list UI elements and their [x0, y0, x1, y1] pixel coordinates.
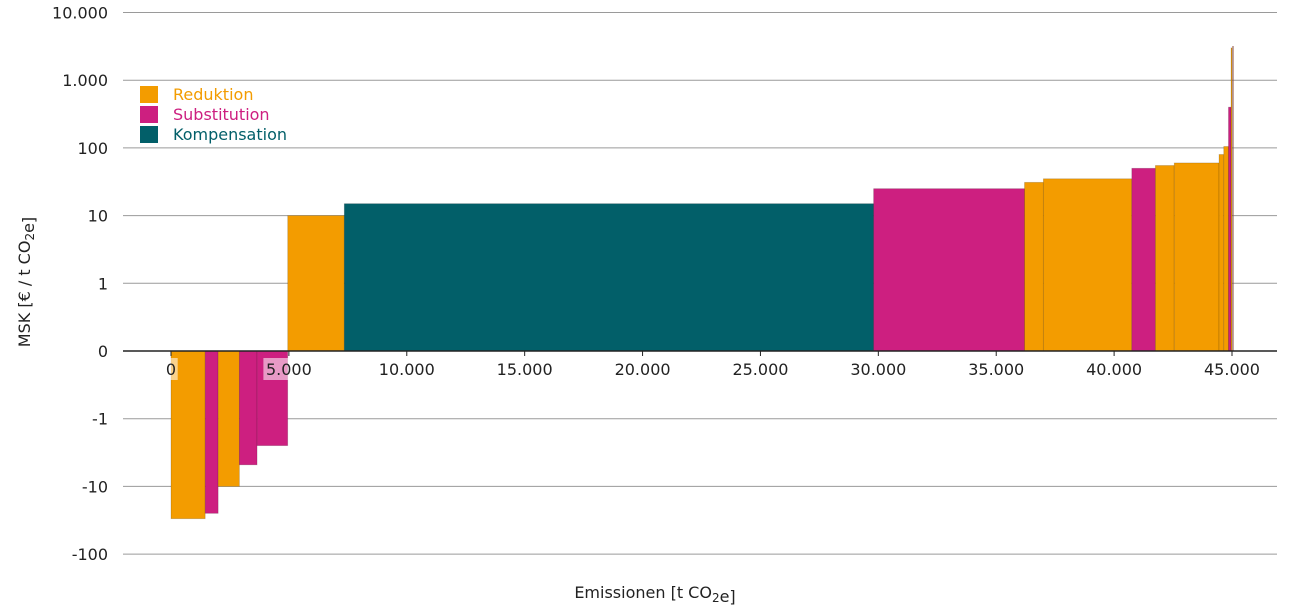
x-tick-labels: 0 5.000 10.000 15.000 20.000 25.000 30.000 35.0…: [164, 358, 1263, 380]
zero-axis: [123, 350, 1277, 356]
bars-group: [170, 46, 1234, 520]
legend-swatch-kompensation: [140, 126, 158, 143]
bar-reduktion-16: [1230, 47, 1233, 352]
x-tick-label: 20.000: [615, 360, 671, 379]
legend: Reduktion Substitution Kompensation: [140, 85, 287, 144]
bar-substitution-10: [1131, 167, 1156, 352]
legend-label-kompensation: Kompensation: [173, 125, 287, 144]
x-tick-label: 30.000: [850, 360, 906, 379]
x-tick-label: 35.000: [968, 360, 1024, 379]
bar-substitution-3: [238, 350, 258, 466]
bar-reduktion-0: [170, 350, 206, 520]
bar-reduktion-5: [287, 215, 345, 352]
y-tick-label: 100: [77, 139, 108, 158]
legend-swatch-substitution: [140, 106, 158, 123]
bar-reduktion-13: [1218, 154, 1225, 352]
y-tick-label: 10: [88, 207, 108, 226]
bar-reduktion-14: [1223, 146, 1229, 352]
x-tick-label-backing: [966, 358, 1027, 380]
x-tick-label-backing: [1083, 358, 1145, 380]
legend-label-reduktion: Reduktion: [173, 85, 253, 104]
bar-reduktion-9: [1042, 178, 1133, 352]
x-tick-label-backing: [376, 358, 437, 380]
y-tick-label: 1.000: [62, 71, 108, 90]
y-tick-label: -100: [72, 545, 108, 564]
bar-kompensation-6: [343, 203, 875, 352]
bar-reduktion-12: [1173, 162, 1220, 352]
legend-label-substitution: Substitution: [173, 105, 270, 124]
x-tick-label: 10.000: [379, 360, 435, 379]
y-tick-label: -1: [92, 410, 108, 429]
y-axis-label: MSK [€ / t CO2e]: [15, 217, 38, 347]
x-tick-label-backing: [263, 358, 315, 380]
bar-reduktion-11: [1154, 165, 1175, 352]
y-tick-label: 10.000: [52, 4, 108, 23]
x-tick-label: 0: [166, 360, 176, 379]
x-tick-label: 25.000: [732, 360, 788, 379]
x-tick-label-backing: [848, 358, 909, 380]
x-tick-label-backing: [730, 358, 791, 380]
x-axis-label: Emissionen [t CO2e]: [574, 583, 735, 606]
y-tick-label: 1: [98, 274, 108, 293]
x-tick-label-backing: [612, 358, 673, 380]
bar-substitution-7: [873, 188, 1025, 352]
bar-substitution-1: [204, 350, 219, 514]
x-tick-label: 45.000: [1204, 360, 1260, 379]
bar-reduktion-8: [1024, 181, 1044, 352]
legend-swatch-reduktion: [140, 86, 158, 103]
y-tick-label: -10: [82, 477, 108, 496]
x-tick-label: 40.000: [1086, 360, 1142, 379]
y-tick-label: 0: [98, 342, 108, 361]
x-tick-label-backing: [494, 358, 555, 380]
bar-reduktion-2: [217, 350, 240, 487]
x-tick-label-backing: [164, 358, 178, 380]
x-tick-label: 15.000: [497, 360, 553, 379]
x-tick-label-backing: [1201, 358, 1263, 380]
x-tick-label: 5.000: [266, 360, 312, 379]
